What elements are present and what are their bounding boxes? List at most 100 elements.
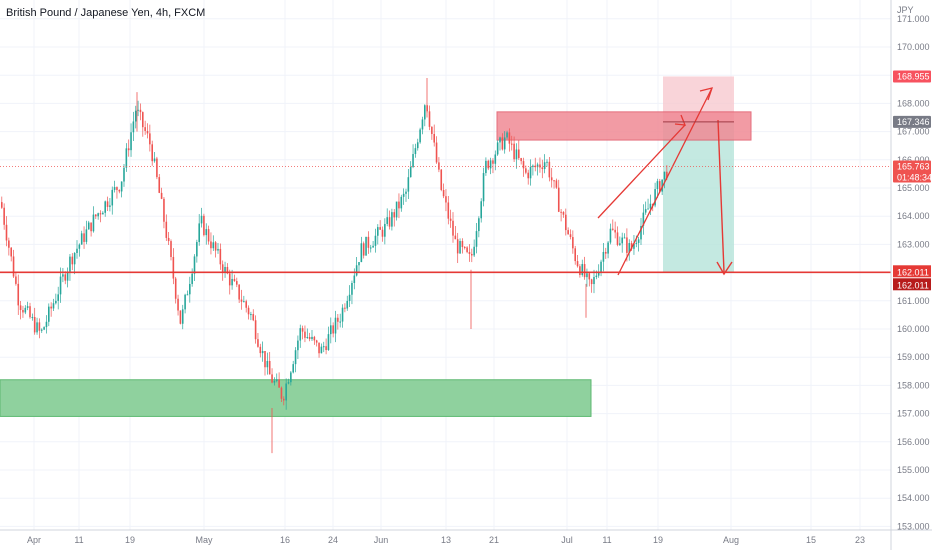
support-zone xyxy=(0,379,592,417)
candle-body xyxy=(189,283,191,295)
candle-body xyxy=(22,309,24,313)
arrow-mid-head xyxy=(674,114,687,126)
candle-body xyxy=(8,240,10,248)
last-price-tag-bg xyxy=(893,160,931,183)
candle-body xyxy=(285,383,287,401)
candle-body xyxy=(597,272,600,276)
candle-body xyxy=(153,158,156,162)
candle-body xyxy=(43,327,45,330)
candle-body xyxy=(36,322,38,333)
target-price-tag: 168.955 xyxy=(897,71,930,81)
candle-body xyxy=(548,161,551,178)
y-tick-label: 157.000 xyxy=(897,409,930,419)
candle-body xyxy=(111,189,114,206)
stop-zone xyxy=(663,121,734,273)
candle-body xyxy=(250,314,252,316)
last-price-tag-countdown: 01:48:34 xyxy=(897,172,932,182)
candle-body xyxy=(593,277,595,285)
candle-body xyxy=(106,201,109,207)
candle-body xyxy=(146,130,149,134)
candle-body xyxy=(649,203,652,209)
candle-body xyxy=(297,340,299,351)
candle-body xyxy=(661,179,663,192)
candle-body xyxy=(644,209,647,213)
candle-body xyxy=(184,294,186,310)
candle-body xyxy=(621,237,623,244)
candle-body xyxy=(659,181,661,192)
candle-body xyxy=(452,220,454,236)
candle-body xyxy=(174,278,177,299)
candle-body xyxy=(344,307,346,309)
candle-body xyxy=(280,387,283,399)
entry-price-tag: 167.346 xyxy=(897,117,930,127)
candle-body xyxy=(435,142,438,163)
candle-body xyxy=(113,187,116,190)
candle-body xyxy=(440,169,443,190)
candle-body xyxy=(268,360,271,375)
y-tick-label: 163.000 xyxy=(897,239,930,249)
candle-body xyxy=(219,248,222,265)
candle-body xyxy=(144,127,146,131)
x-tick-label: Jul xyxy=(561,535,573,545)
candle-body xyxy=(73,252,76,265)
support-tag-1-bg xyxy=(893,265,931,278)
candle-body xyxy=(393,212,396,218)
candle-body xyxy=(254,320,257,340)
candle-body xyxy=(85,229,88,242)
candle-body xyxy=(339,321,341,323)
candle-body xyxy=(546,161,548,163)
candle-body xyxy=(12,256,15,277)
candle-body xyxy=(24,307,27,313)
candle-body xyxy=(238,284,240,300)
candle-body xyxy=(181,309,184,324)
x-tick-label: Jun xyxy=(374,535,389,545)
candle-body xyxy=(83,233,85,242)
y-tick-label: 153.000 xyxy=(897,521,930,531)
candle-body xyxy=(102,212,104,215)
y-tick-label: 168.000 xyxy=(897,98,930,108)
candle-body xyxy=(78,244,81,249)
candle-body xyxy=(172,256,175,279)
candle-body xyxy=(252,314,255,321)
candle-body xyxy=(48,306,50,322)
candle-body xyxy=(421,119,424,130)
candle-body xyxy=(64,274,67,281)
x-tick-label: 11 xyxy=(602,535,611,545)
candle-body xyxy=(555,180,558,188)
candle-body xyxy=(52,303,55,309)
candle-body xyxy=(266,360,269,368)
candle-body xyxy=(666,171,668,179)
wedge-lower-line xyxy=(617,87,713,276)
candle-body xyxy=(193,256,196,274)
candle-body xyxy=(125,148,128,168)
y-tick-label: 156.000 xyxy=(897,437,930,447)
candle-body xyxy=(456,239,459,254)
candle-body xyxy=(494,154,497,164)
candle-body xyxy=(358,262,360,266)
candle-body xyxy=(431,126,433,134)
candle-body xyxy=(224,266,226,273)
candle-body xyxy=(306,337,309,339)
candle-body xyxy=(212,242,215,249)
candle-body xyxy=(377,227,379,236)
candle-body xyxy=(480,201,482,219)
candle-body xyxy=(419,129,421,143)
candle-body xyxy=(118,189,121,192)
candle-body xyxy=(642,212,645,226)
arrow-down-line xyxy=(717,119,725,273)
candle-body xyxy=(315,340,318,343)
x-tick-label: 24 xyxy=(328,535,338,545)
candle-body xyxy=(292,364,294,373)
candle-body xyxy=(104,201,106,213)
candle-body xyxy=(623,237,626,239)
candle-body xyxy=(485,160,487,174)
candle-body xyxy=(45,321,48,328)
candle-body xyxy=(402,193,405,197)
candle-body xyxy=(31,317,34,319)
candle-body xyxy=(576,261,579,267)
candle-body xyxy=(109,205,111,207)
candle-body xyxy=(602,251,605,262)
candle-body xyxy=(287,382,290,384)
candle-body xyxy=(163,198,165,222)
